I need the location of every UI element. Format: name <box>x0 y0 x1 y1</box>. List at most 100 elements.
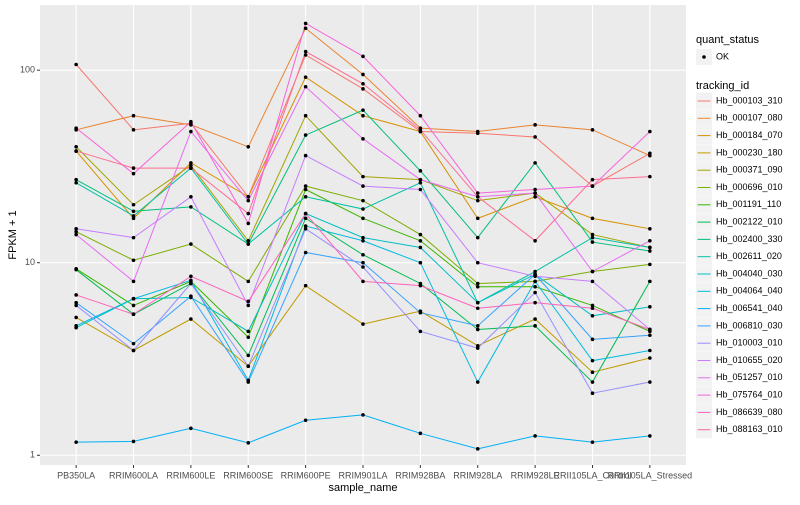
point <box>246 194 251 199</box>
point <box>648 129 652 134</box>
point <box>590 440 595 444</box>
point <box>648 262 652 267</box>
point <box>533 290 537 295</box>
point <box>189 205 193 209</box>
point <box>533 191 537 195</box>
point <box>475 380 480 384</box>
point <box>246 335 251 340</box>
point <box>648 305 652 309</box>
legend-label: Hb_006810_030 <box>716 320 783 330</box>
point <box>475 300 480 305</box>
point <box>189 166 193 170</box>
point <box>533 187 537 192</box>
point <box>246 198 251 203</box>
point <box>475 198 480 203</box>
point <box>533 269 537 274</box>
point <box>533 434 537 438</box>
point <box>533 123 537 127</box>
legend-label: Hb_088163_010 <box>716 424 783 434</box>
point <box>475 191 480 195</box>
point <box>418 260 423 265</box>
point <box>74 62 78 67</box>
point <box>131 171 136 176</box>
point <box>361 81 365 86</box>
point <box>418 283 423 288</box>
axes: 1 10 100 PB350LA RRIM600LA RRIM600LE RRIM600SE… <box>20 65 692 481</box>
point <box>418 187 423 192</box>
point <box>475 235 480 240</box>
x-tick-label: RRIM600SE <box>223 470 273 480</box>
point <box>131 214 136 218</box>
point <box>418 329 423 334</box>
point <box>131 439 136 444</box>
point <box>74 293 78 297</box>
point <box>590 235 595 240</box>
point <box>74 232 78 237</box>
point <box>475 129 480 134</box>
point <box>648 348 652 353</box>
x-tick-label: PB350LA <box>57 470 95 480</box>
point <box>246 238 251 243</box>
point <box>303 283 308 288</box>
point <box>74 126 78 130</box>
point <box>246 441 251 445</box>
point <box>475 447 480 451</box>
legend: quant_status OK tracking_id Hb_000103_310 Hb… <box>696 34 783 439</box>
legend-title: quant_status <box>696 34 759 46</box>
x-tick-label: RRIM600LE <box>166 470 215 480</box>
y-axis-label: FPKM + 1 <box>7 210 19 259</box>
point <box>590 269 595 274</box>
point <box>361 108 365 112</box>
point <box>590 303 595 308</box>
point <box>590 306 595 311</box>
point <box>533 135 537 139</box>
legend-label: Hb_051257_010 <box>716 372 783 382</box>
point <box>246 353 251 358</box>
point <box>303 187 308 192</box>
point <box>648 333 652 338</box>
point <box>418 310 423 315</box>
point <box>189 278 193 283</box>
point <box>189 129 193 134</box>
point <box>648 238 652 243</box>
x-tick-label: RRIM928LE <box>511 470 560 480</box>
legend-label: Hb_075764_010 <box>716 389 783 399</box>
y-tick-label: 100 <box>20 65 35 75</box>
point <box>533 324 537 328</box>
point <box>189 163 193 168</box>
point <box>74 149 78 153</box>
point <box>131 312 136 317</box>
x-tick-label: RRIM600PE <box>281 470 331 480</box>
point <box>475 216 480 221</box>
legend-label: OK <box>716 51 729 61</box>
point <box>648 249 652 253</box>
point <box>418 177 423 182</box>
legend-label: Hb_010003_010 <box>716 338 783 348</box>
point <box>361 137 365 141</box>
point <box>475 327 480 332</box>
point <box>418 232 423 237</box>
point <box>246 242 251 246</box>
point <box>131 303 136 308</box>
point <box>590 177 595 182</box>
point <box>648 153 652 158</box>
point <box>648 174 652 179</box>
point <box>418 169 423 173</box>
point <box>246 211 251 216</box>
point <box>303 184 308 188</box>
y-tick-label: 10 <box>25 257 35 267</box>
point <box>189 426 193 431</box>
point <box>303 153 308 158</box>
point <box>533 194 537 199</box>
point <box>246 279 251 284</box>
point <box>131 296 136 301</box>
legend-label: Hb_010655_020 <box>716 355 783 365</box>
point <box>475 346 480 350</box>
point <box>418 245 423 250</box>
point <box>533 317 537 321</box>
legend-label: Hb_004040_030 <box>716 268 783 278</box>
point <box>303 21 308 26</box>
point <box>303 49 308 54</box>
legend-label: Hb_001191_110 <box>716 199 781 209</box>
